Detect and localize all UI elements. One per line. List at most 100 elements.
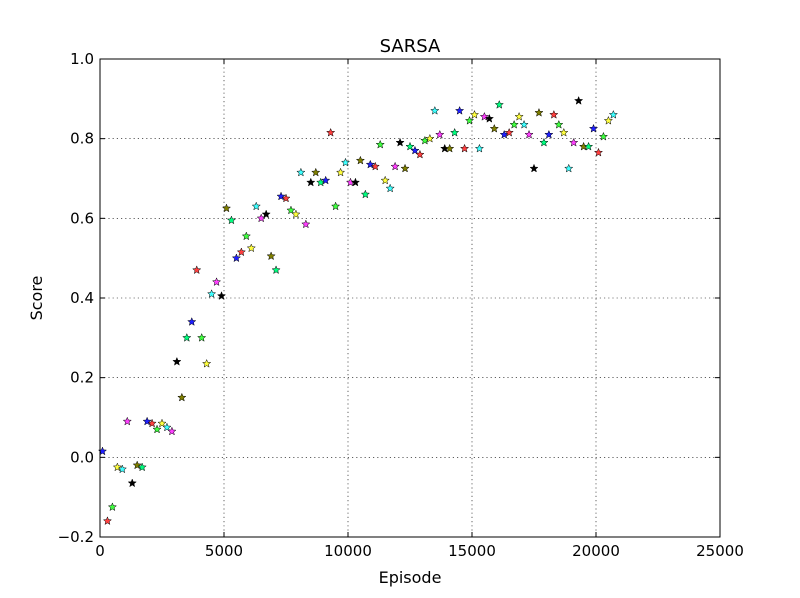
scatter-point bbox=[147, 418, 157, 428]
scatter-point bbox=[435, 129, 445, 139]
scatter-point bbox=[271, 265, 281, 275]
scatter-point bbox=[559, 127, 569, 137]
scatter-point bbox=[122, 416, 132, 426]
scatter-point bbox=[102, 516, 113, 526]
scatter-point bbox=[554, 119, 564, 129]
y-tick-label: 0.8 bbox=[70, 130, 94, 148]
scatter-point bbox=[509, 119, 519, 129]
scatter-point bbox=[157, 418, 167, 428]
scatter-point bbox=[340, 157, 351, 167]
scatter-point bbox=[350, 177, 361, 187]
scatter-point bbox=[246, 243, 256, 253]
scatter-point bbox=[211, 277, 222, 287]
x-axis-label: Episode bbox=[379, 568, 442, 587]
scatter-point bbox=[117, 464, 127, 474]
scatter-point bbox=[112, 462, 123, 472]
scatter-point bbox=[459, 143, 470, 153]
scatter-point bbox=[127, 478, 137, 488]
scatter-point bbox=[514, 111, 524, 121]
scatter-point bbox=[231, 253, 242, 263]
scatter-point bbox=[400, 163, 410, 173]
scatter-point bbox=[415, 149, 425, 159]
scatter-point bbox=[306, 177, 316, 187]
y-tick-label: 0.4 bbox=[70, 289, 94, 307]
scatter-point bbox=[464, 115, 475, 125]
data-points bbox=[97, 95, 619, 526]
scatter-point bbox=[142, 416, 152, 426]
scatter-point bbox=[405, 141, 415, 151]
scatter-point bbox=[365, 159, 375, 169]
scatter-point bbox=[474, 143, 485, 153]
y-tick-labels: −0.2 0.0 0.2 0.4 0.6 0.8 1.0 bbox=[58, 50, 94, 546]
scatter-point bbox=[479, 111, 490, 121]
scatter-point bbox=[325, 127, 336, 137]
y-axis-label: Score bbox=[27, 276, 46, 321]
scatter-point bbox=[251, 201, 261, 211]
scatter-point bbox=[236, 247, 247, 257]
scatter-point bbox=[519, 119, 529, 129]
scatter-point bbox=[608, 109, 619, 119]
scatter-point bbox=[564, 163, 574, 173]
chart-title: SARSA bbox=[380, 36, 441, 57]
scatter-point bbox=[484, 113, 495, 123]
scatter-point bbox=[454, 105, 465, 115]
y-tick-label: 0.0 bbox=[70, 448, 94, 466]
scatter-point bbox=[286, 205, 296, 215]
scatter-point bbox=[301, 219, 311, 229]
scatter-point bbox=[549, 109, 559, 119]
scatter-point bbox=[544, 129, 554, 139]
scatter-point bbox=[107, 502, 118, 512]
scatter-point bbox=[380, 175, 390, 185]
scatter-point bbox=[385, 183, 395, 193]
x-tick-label: 10000 bbox=[324, 542, 372, 560]
scatter-point bbox=[360, 189, 371, 199]
scatter-point bbox=[430, 105, 440, 115]
scatter-point bbox=[335, 167, 346, 177]
x-tick-labels: 0 5000 10000 15000 20000 25000 bbox=[95, 542, 744, 560]
y-tick-label: 1.0 bbox=[70, 50, 94, 68]
scatter-point bbox=[583, 141, 594, 151]
axis-ticks bbox=[99, 58, 721, 538]
scatter-point bbox=[588, 123, 599, 133]
scatter-point bbox=[569, 137, 579, 147]
scatter-point bbox=[261, 209, 271, 219]
scatter-point bbox=[524, 129, 534, 139]
scatter-point bbox=[276, 191, 286, 201]
scatter-point bbox=[425, 133, 435, 143]
scatter-point bbox=[172, 356, 182, 366]
scatter-point bbox=[489, 123, 499, 133]
scatter-point bbox=[241, 231, 251, 241]
scatter-point bbox=[152, 424, 162, 434]
x-tick-label: 15000 bbox=[448, 542, 496, 560]
scatter-point bbox=[311, 167, 321, 177]
scatter-point bbox=[529, 163, 539, 173]
scatter-point bbox=[291, 209, 301, 219]
scatter-point bbox=[375, 139, 385, 149]
x-tick-label: 25000 bbox=[696, 542, 744, 560]
grid-lines bbox=[100, 59, 720, 537]
scatter-point bbox=[201, 358, 212, 368]
scatter-point bbox=[137, 462, 147, 472]
scatter-point bbox=[355, 155, 366, 165]
scatter-point bbox=[266, 251, 276, 261]
scatter-point bbox=[167, 426, 177, 436]
scatter-point bbox=[177, 392, 187, 402]
scatter-point bbox=[534, 107, 544, 117]
scatter-point bbox=[197, 332, 207, 342]
scatter-point bbox=[449, 127, 460, 137]
scatter-point bbox=[539, 137, 549, 147]
scatter-point bbox=[445, 143, 455, 153]
scatter-point bbox=[187, 317, 197, 326]
scatter-point bbox=[162, 422, 172, 432]
scatter-point bbox=[296, 167, 306, 177]
x-tick-label: 5000 bbox=[205, 542, 243, 560]
scatter-point bbox=[226, 215, 237, 225]
scatter-point bbox=[598, 131, 609, 141]
y-tick-label: 0.6 bbox=[70, 209, 94, 227]
scatter-point bbox=[504, 127, 514, 137]
x-tick-label: 20000 bbox=[572, 542, 620, 560]
y-tick-label: −0.2 bbox=[58, 528, 94, 546]
scatter-point bbox=[281, 193, 291, 203]
